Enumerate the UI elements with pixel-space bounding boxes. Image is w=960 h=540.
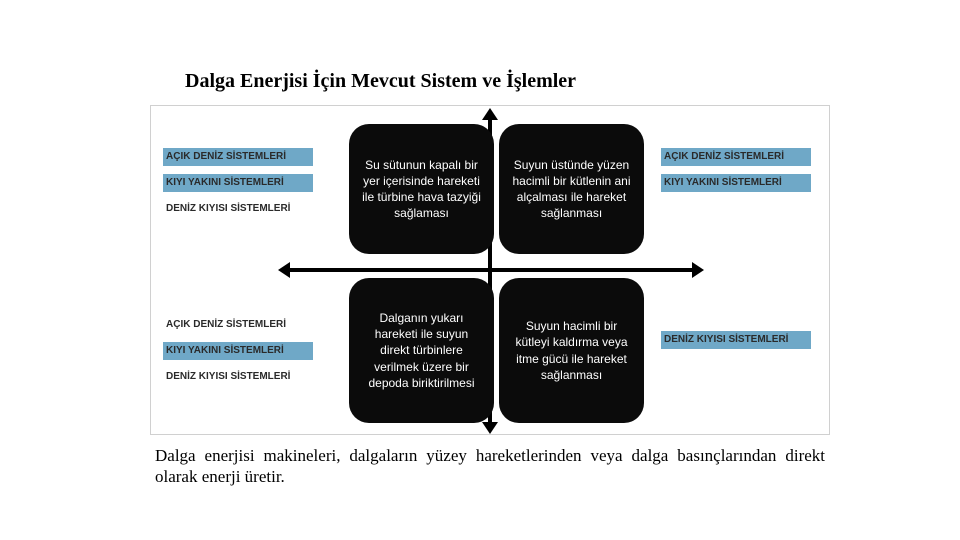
system-tag: AÇIK DENİZ SİSTEMLERİ [163,148,313,166]
system-tag: AÇIK DENİZ SİSTEMLERİ [163,316,313,334]
diagram-frame: Su sütunun kapalı bir yer içerisinde har… [150,105,830,435]
system-tag: KIYI YAKINI SİSTEMLERİ [661,174,811,192]
labels-top-right: AÇIK DENİZ SİSTEMLERİ KIYI YAKINI SİSTEM… [661,148,811,200]
system-tag: DENİZ KIYISI SİSTEMLERİ [163,200,313,218]
quadrant-bubble-top-left: Su sütunun kapalı bir yer içerisinde har… [349,124,494,254]
quadrant-bubble-bottom-left: Dalganın yukarı hareketi ile suyun direk… [349,278,494,423]
caption-text: Dalga enerjisi makineleri, dalgaların yü… [155,445,825,488]
system-tag: DENİZ KIYISI SİSTEMLERİ [661,331,811,349]
quadrant-bubble-top-right: Suyun üstünde yüzen hacimli bir kütlenin… [499,124,644,254]
horizontal-axis [286,268,696,272]
system-tag: KIYI YAKINI SİSTEMLERİ [163,342,313,360]
system-tag: AÇIK DENİZ SİSTEMLERİ [661,148,811,166]
quadrant-bubble-bottom-right: Suyun hacimli bir kütleyi kaldırma veya … [499,278,644,423]
page-title: Dalga Enerjisi İçin Mevcut Sistem ve İşl… [185,70,576,93]
system-tag: KIYI YAKINI SİSTEMLERİ [163,174,313,192]
system-tag: DENİZ KIYISI SİSTEMLERİ [163,368,313,386]
labels-bottom-left: AÇIK DENİZ SİSTEMLERİ KIYI YAKINI SİSTEM… [163,316,313,394]
labels-bottom-right: DENİZ KIYISI SİSTEMLERİ [661,331,811,357]
labels-top-left: AÇIK DENİZ SİSTEMLERİ KIYI YAKINI SİSTEM… [163,148,313,226]
